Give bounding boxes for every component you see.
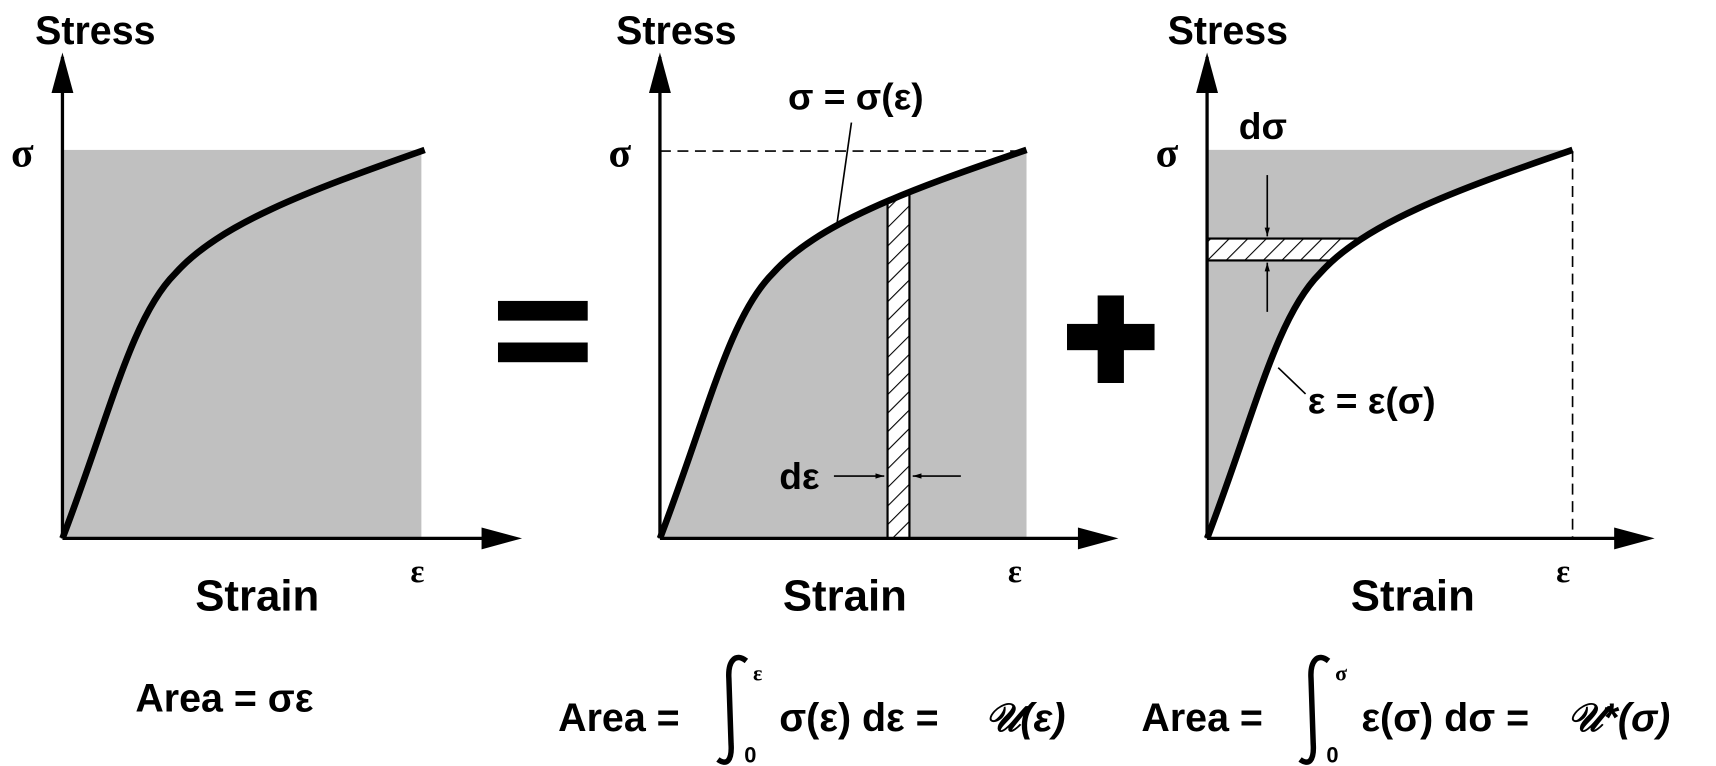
caption-result: 𝒰*(σ) (1567, 696, 1670, 740)
caption-lead: Area = (1141, 696, 1263, 740)
panel-3: Stress σ ε Strain ε = ε(σ) dσ Area = 0 σ… (1141, 9, 1670, 766)
caption-upper: ε (753, 662, 762, 686)
caption-integrand: ε(σ) dσ = (1361, 696, 1529, 740)
x-axis-label: Strain (195, 572, 319, 621)
caption-result: 𝒰(ε) (985, 696, 1066, 740)
area (62, 149, 422, 539)
area (659, 149, 1027, 539)
y-value: σ (609, 129, 632, 175)
integral-sign (716, 654, 749, 765)
arrow (481, 527, 523, 550)
increment-label: dσ (1239, 105, 1287, 147)
curve (656, 146, 1028, 540)
strip (1207, 238, 1426, 261)
leader (1277, 367, 1307, 395)
caption-lower: 0 (1326, 743, 1338, 766)
caption-lead: Area = (558, 696, 680, 740)
caption-integrand: σ(ε) dε = (779, 696, 938, 740)
arrow (648, 52, 671, 94)
plus-sign (1067, 295, 1155, 383)
y-axis-label: Stress (1168, 9, 1288, 53)
equals-sign (497, 300, 588, 363)
arrow (1077, 527, 1119, 550)
caption-lower: 0 (744, 743, 756, 766)
y-value: σ (11, 129, 34, 175)
strip (887, 149, 910, 539)
y-axis-label: Stress (35, 9, 155, 53)
arrow (51, 52, 74, 94)
y-value: σ (1156, 129, 1179, 175)
caption: Area = σε (135, 676, 313, 720)
x-value: ε (1556, 554, 1570, 590)
x-axis-label: Strain (1351, 572, 1475, 621)
arrow (1614, 527, 1655, 550)
curve-label: σ = σ(ε) (788, 75, 924, 117)
x-value: ε (1008, 554, 1022, 590)
curve-label: ε = ε(σ) (1308, 380, 1436, 422)
leader (836, 122, 853, 223)
curve (59, 146, 426, 540)
caption-upper: σ (1335, 662, 1347, 686)
area (1207, 149, 1573, 539)
x-value: ε (410, 554, 424, 590)
curve (1204, 146, 1574, 540)
y-axis-label: Stress (616, 9, 736, 53)
panel-2: Stress σ ε Strain σ = σ(ε) dε Area = 0 ε… (558, 9, 1119, 766)
strip-border (886, 149, 911, 539)
increment-label: dε (779, 455, 820, 497)
panel-1: Stress σ ε Strain Area = σε (11, 9, 523, 720)
x-axis-label: Strain (783, 572, 907, 621)
arrow (1196, 52, 1219, 94)
integral-sign (1298, 654, 1331, 765)
